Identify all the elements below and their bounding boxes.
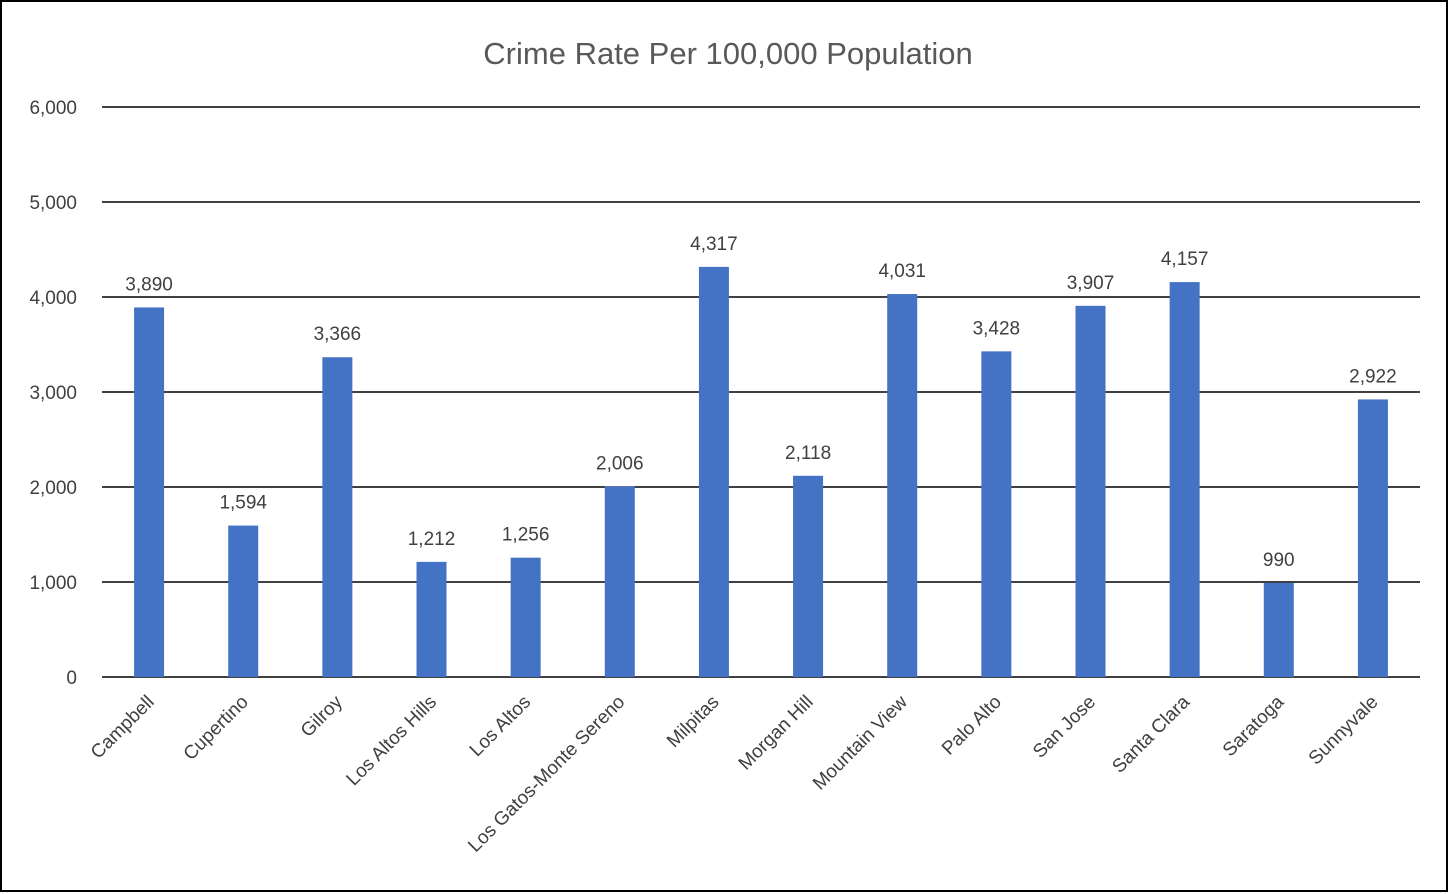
data-label: 4,157 [1161,249,1209,270]
bar [134,307,165,677]
bars [134,266,1388,677]
data-label: 1,594 [219,493,267,514]
data-label: 4,031 [878,261,926,282]
x-tick-label: Cupertino [180,692,253,765]
data-label: 2,922 [1349,366,1397,387]
bar [416,561,447,677]
x-tick-label: Sunnyvale [1305,692,1383,770]
data-label: 2,118 [785,443,831,464]
bar [698,266,729,677]
bar [887,294,918,677]
x-tick-label: Campbell [87,692,159,764]
x-tick-label: Santa Clara [1108,691,1194,777]
x-tick-label: Morgan Hill [735,692,818,775]
x-tick-label: Mountain View [809,691,912,794]
y-tick-label: 4,000 [29,288,77,309]
x-tick-label: Palo Alto [938,692,1006,760]
data-labels: 3,890 1,594 3,366 1,212 1,256 2,006 4,317 2,118… [125,234,1396,571]
bar [981,351,1012,677]
bar [228,525,259,677]
bar [1075,305,1106,677]
bar [793,475,824,677]
y-axis-tick-labels: 0 1,000 2,000 3,000 4,000 5,000 6,000 [29,98,77,689]
data-label: 3,890 [125,274,173,295]
data-label: 1,212 [408,529,456,550]
x-tick-label: San Jose [1029,692,1100,763]
y-tick-label: 2,000 [29,478,77,499]
x-tick-label: Saratoga [1219,691,1289,761]
data-label: 4,317 [690,234,738,255]
bar [510,557,541,677]
x-tick-label: Los Altos Hills [343,692,441,790]
data-label: 3,907 [1067,273,1115,294]
data-label: 3,428 [973,318,1021,339]
bar [604,486,635,677]
bar [1357,399,1388,677]
y-tick-label: 3,000 [29,383,77,404]
y-tick-label: 6,000 [29,98,77,119]
data-label: 2,006 [596,453,644,474]
x-tick-label: Los Altos [466,692,535,761]
x-tick-label: Milpitas [663,692,723,752]
y-tick-label: 5,000 [29,193,77,214]
bar [1169,282,1200,677]
chart-title: Crime Rate Per 100,000 Population [483,36,972,71]
gridlines [102,106,1420,678]
y-tick-label: 0 [66,668,77,689]
x-tick-label: Gilroy [297,691,347,741]
y-tick-label: 1,000 [29,573,77,594]
data-label: 1,256 [502,525,550,546]
data-label: 3,366 [314,324,362,345]
x-tick-label: Los Gatos-Monte Sereno [464,692,629,857]
bar [1263,582,1294,677]
bar [322,357,353,677]
data-label: 990 [1263,550,1295,571]
